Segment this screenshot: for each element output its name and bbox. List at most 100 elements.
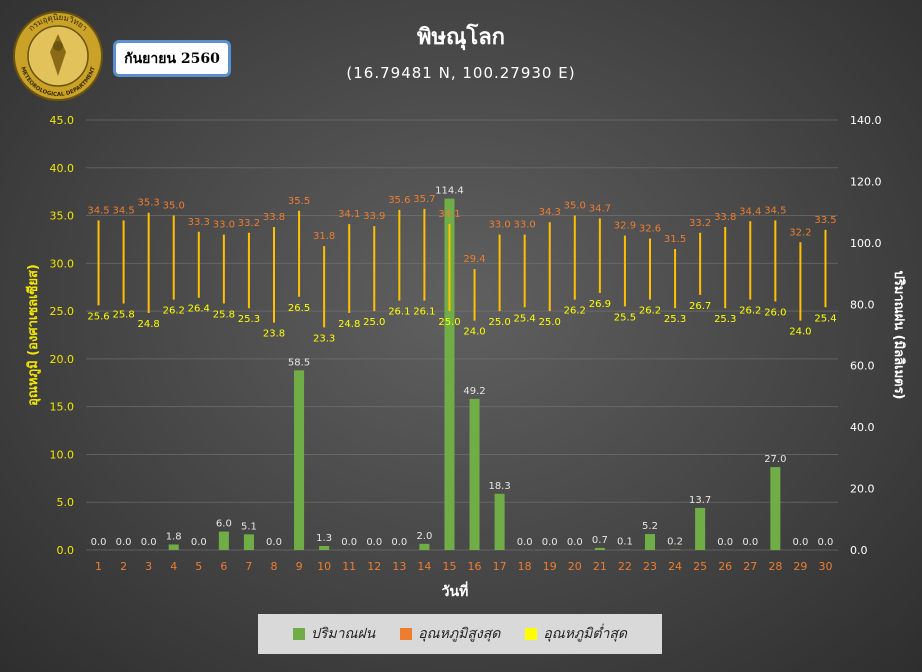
- x-tick-label: 13: [392, 560, 406, 573]
- legend: ปริมาณฝน อุณหภูมิสูงสุด อุณหภูมิต่ำสุด: [258, 614, 662, 654]
- rain-data-label: 0.0: [391, 537, 407, 548]
- y-right-tick-label: 40.0: [850, 421, 875, 434]
- min-temp-data-label: 24.8: [338, 319, 360, 330]
- y-left-tick-label: 5.0: [57, 496, 75, 509]
- min-temp-data-label: 25.8: [112, 309, 134, 320]
- x-tick-label: 29: [793, 560, 807, 573]
- min-temp-data-label: 26.4: [188, 304, 210, 315]
- y-left-tick-label: 35.0: [50, 210, 75, 223]
- max-temp-data-label: 35.3: [138, 198, 160, 209]
- min-temp-data-label: 25.5: [614, 312, 636, 323]
- rain-bar: [670, 549, 681, 550]
- data-labels: 0.0 34.5 25.6 0.0 34.5 25.8 0.0 35.3 24.8 1.8 35.0…: [87, 186, 836, 548]
- max-temp-data-label: 35.0: [163, 201, 185, 212]
- min-temp-data-label: 26.2: [163, 306, 185, 317]
- rain-bar: [644, 534, 656, 550]
- chart-subtitle: (16.79481 N, 100.27930 E): [346, 64, 575, 82]
- y-right-tick-label: 100.0: [850, 237, 882, 250]
- rain-bar: [218, 531, 229, 550]
- x-tick-label: 4: [170, 560, 177, 573]
- max-temp-data-label: 35.0: [564, 201, 586, 212]
- max-temp-data-label: 32.9: [614, 221, 636, 232]
- x-tick-label: 10: [317, 560, 331, 573]
- rain-data-label: 6.0: [216, 519, 232, 530]
- y-left-tick-label: 15.0: [50, 401, 75, 414]
- y-left-tick-label: 10.0: [50, 448, 75, 461]
- rain-data-label: 0.0: [91, 537, 107, 548]
- min-temp-data-label: 23.8: [263, 329, 285, 340]
- x-tick-label: 26: [718, 560, 732, 573]
- rain-data-label: 0.7: [592, 535, 608, 546]
- chart-title: พิษณุโลก: [417, 23, 505, 51]
- max-temp-data-label: 34.1: [338, 209, 360, 220]
- legend-label-rain: ปริมาณฝน: [310, 626, 376, 642]
- min-temp-data-label: 25.0: [488, 317, 510, 328]
- max-temp-data-label: 34.5: [112, 205, 134, 216]
- rain-bar: [695, 507, 706, 550]
- min-temp-data-label: 26.5: [288, 303, 310, 314]
- y-right-tick-label: 0.0: [850, 544, 868, 557]
- right-axis-ticks: 0.0 20.0 40.0 60.0 80.0 100.0 120.0 140.0: [850, 114, 882, 557]
- x-tick-label: 24: [668, 560, 682, 573]
- y-left-tick-label: 0.0: [57, 544, 75, 557]
- y-left-tick-label: 30.0: [50, 257, 75, 270]
- rain-data-label: 0.1: [617, 537, 633, 548]
- max-temp-data-label: 33.0: [514, 220, 536, 231]
- rain-bar: [243, 534, 254, 550]
- y-right-tick-label: 60.0: [850, 360, 875, 373]
- x-tick-label: 9: [296, 560, 303, 573]
- rain-data-label: 27.0: [764, 454, 786, 465]
- max-temp-data-label: 35.6: [388, 195, 410, 206]
- rain-data-label: 49.2: [463, 386, 485, 397]
- x-tick-label: 7: [245, 560, 252, 573]
- x-tick-label: 21: [593, 560, 607, 573]
- min-temp-data-label: 26.7: [689, 301, 711, 312]
- rain-bar: [319, 546, 330, 550]
- rain-data-label: 0.0: [366, 537, 382, 548]
- x-tick-label: 2: [120, 560, 127, 573]
- min-temp-data-label: 25.3: [664, 314, 686, 325]
- max-temp-data-label: 31.8: [313, 231, 335, 242]
- temperature-range-lines: [97, 208, 827, 328]
- rain-bar: [419, 543, 430, 550]
- x-tick-label: 12: [367, 560, 381, 573]
- min-temp-data-label: 26.2: [639, 306, 661, 317]
- month-label: กันยายน 2560: [113, 40, 231, 77]
- y-axis-right-label: ปริมาณฝน (มิลลิเมตร): [891, 270, 906, 399]
- min-temp-data-label: 25.4: [514, 313, 536, 324]
- rain-bars: [168, 198, 781, 550]
- max-temp-data-label: 33.9: [363, 211, 385, 222]
- rain-data-label: 18.3: [488, 481, 510, 492]
- x-tick-label: 20: [568, 560, 582, 573]
- min-temp-data-label: 25.6: [87, 311, 109, 322]
- rain-data-label: 0.0: [742, 537, 758, 548]
- min-temp-data-label: 26.1: [388, 307, 410, 318]
- y-right-tick-label: 80.0: [850, 298, 875, 311]
- min-temp-data-label: 26.9: [589, 299, 611, 310]
- legend-swatch-min-temp: [525, 628, 538, 640]
- rain-bar: [469, 398, 480, 550]
- max-temp-data-label: 33.0: [488, 220, 510, 231]
- rain-data-label: 0.0: [141, 537, 157, 548]
- min-temp-data-label: 25.8: [213, 309, 235, 320]
- max-temp-data-label: 33.2: [689, 218, 711, 229]
- legend-swatch-max-temp: [400, 628, 413, 640]
- x-tick-label: 19: [543, 560, 557, 573]
- max-temp-data-label: 31.5: [664, 234, 686, 245]
- min-temp-data-label: 26.1: [413, 307, 435, 318]
- rain-data-label: 0.0: [792, 537, 808, 548]
- max-temp-data-label: 34.3: [539, 207, 561, 218]
- rain-data-label: 5.2: [642, 521, 658, 532]
- rain-data-label: 0.0: [818, 537, 834, 548]
- x-tick-label: 28: [768, 560, 782, 573]
- rain-data-label: 0.0: [542, 537, 558, 548]
- max-temp-data-label: 35.7: [413, 194, 435, 205]
- y-left-tick-label: 45.0: [50, 114, 75, 127]
- max-temp-data-label: 32.2: [789, 227, 811, 238]
- rain-data-label: 0.0: [191, 537, 207, 548]
- min-temp-data-label: 26.2: [564, 306, 586, 317]
- max-temp-data-label: 33.5: [814, 215, 836, 226]
- max-temp-data-label: 33.8: [263, 212, 285, 223]
- max-temp-data-label: 29.4: [463, 254, 485, 265]
